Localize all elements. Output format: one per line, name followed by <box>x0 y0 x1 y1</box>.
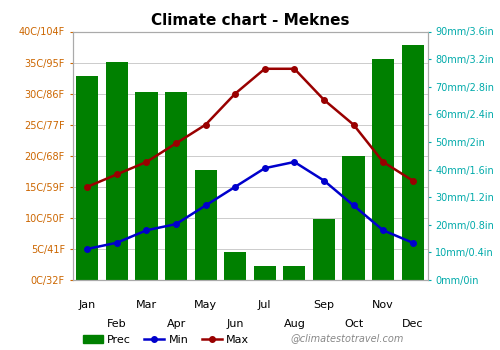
Text: Jun: Jun <box>226 318 244 329</box>
Bar <box>372 59 394 280</box>
Text: May: May <box>194 300 217 310</box>
Bar <box>313 219 335 280</box>
Bar <box>106 62 128 280</box>
Legend: Prec, Min, Max: Prec, Min, Max <box>78 330 254 349</box>
Text: Nov: Nov <box>372 300 394 310</box>
Text: Dec: Dec <box>402 318 423 329</box>
Text: Oct: Oct <box>344 318 363 329</box>
Bar <box>284 266 306 280</box>
Text: Jul: Jul <box>258 300 272 310</box>
Text: Feb: Feb <box>107 318 126 329</box>
Text: Aug: Aug <box>284 318 306 329</box>
Bar <box>194 169 216 280</box>
Text: Mar: Mar <box>136 300 157 310</box>
Text: Apr: Apr <box>166 318 186 329</box>
Bar <box>224 252 246 280</box>
Bar <box>76 76 98 280</box>
Bar <box>402 45 424 280</box>
Bar <box>254 266 276 280</box>
Bar <box>342 156 364 280</box>
Bar <box>165 92 187 280</box>
Text: Jan: Jan <box>78 300 96 310</box>
Bar <box>136 92 158 280</box>
Title: Climate chart - Meknes: Climate chart - Meknes <box>151 13 349 28</box>
Text: @climatestotravel.com: @climatestotravel.com <box>290 333 404 343</box>
Text: Sep: Sep <box>314 300 334 310</box>
